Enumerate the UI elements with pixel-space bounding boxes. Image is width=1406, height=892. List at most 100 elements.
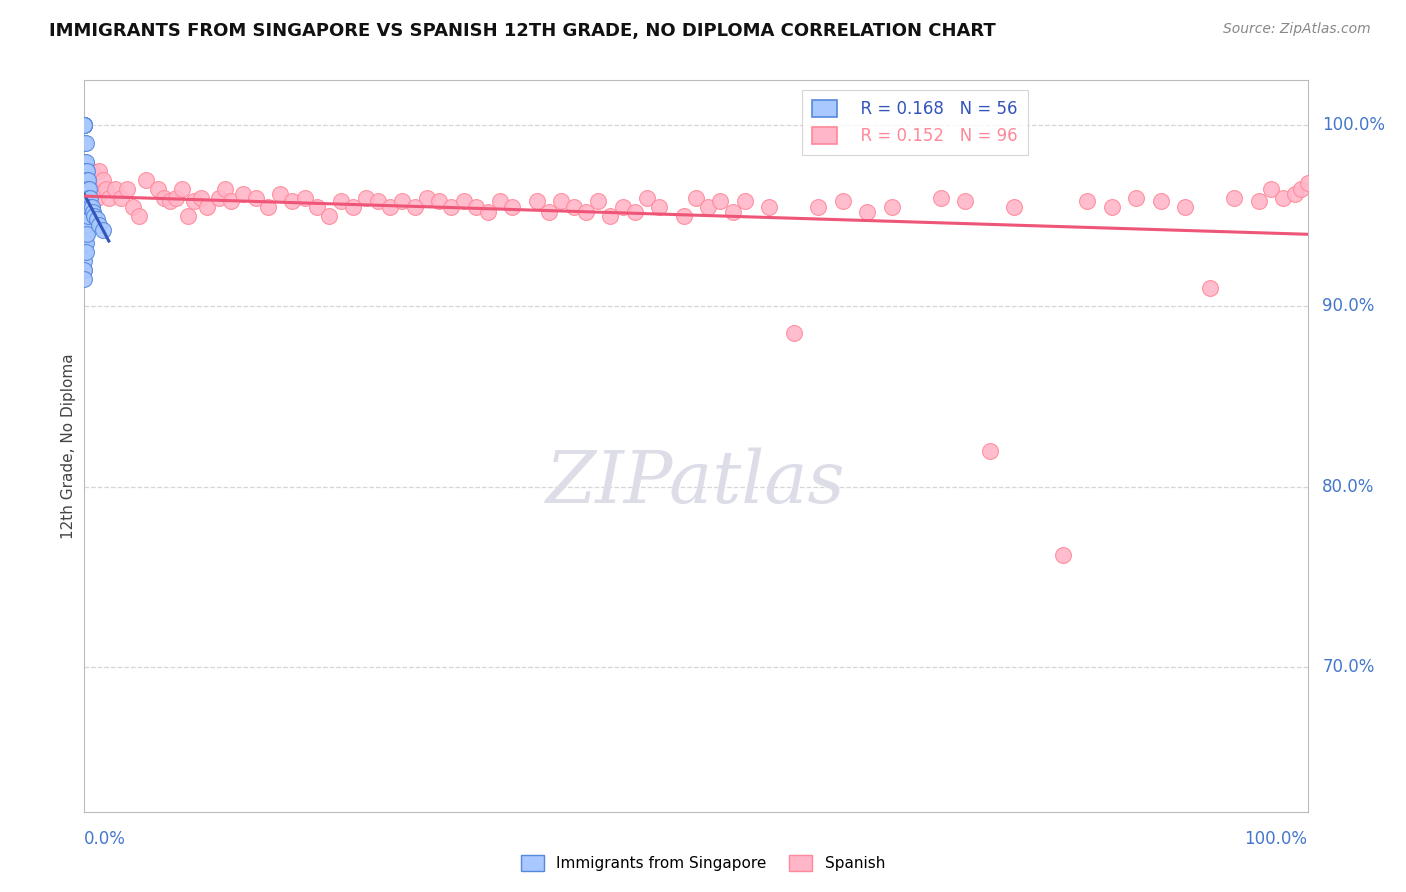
- Point: [75, 136, 97, 151]
- Point: [73, 235, 96, 250]
- Point: [856, 205, 879, 219]
- Point: [135, 172, 157, 186]
- Y-axis label: 12th Grade, No Diploma: 12th Grade, No Diploma: [60, 353, 76, 539]
- Point: [502, 200, 524, 214]
- Point: [104, 181, 127, 195]
- Point: [75, 172, 97, 186]
- Point: [83, 209, 105, 223]
- Point: [404, 200, 426, 214]
- Point: [86, 191, 108, 205]
- Point: [305, 200, 328, 214]
- Point: [929, 191, 952, 205]
- Point: [294, 191, 316, 205]
- Point: [79, 200, 101, 214]
- Point: [75, 181, 97, 195]
- Point: [77, 172, 100, 186]
- Point: [453, 194, 475, 209]
- Point: [1284, 187, 1306, 202]
- Point: [391, 194, 413, 209]
- Point: [477, 205, 499, 219]
- Text: 80.0%: 80.0%: [1322, 477, 1375, 496]
- Point: [73, 119, 96, 133]
- Point: [73, 181, 96, 195]
- Point: [80, 163, 103, 178]
- Point: [73, 263, 96, 277]
- Point: [214, 181, 236, 195]
- Point: [165, 191, 187, 205]
- Point: [73, 136, 96, 151]
- Point: [1101, 200, 1123, 214]
- Point: [76, 181, 98, 195]
- Point: [146, 181, 169, 195]
- Point: [75, 163, 97, 178]
- Point: [76, 172, 98, 186]
- Point: [77, 191, 100, 205]
- Point: [73, 272, 96, 286]
- Point: [75, 209, 97, 223]
- Point: [76, 172, 98, 186]
- Point: [1291, 181, 1313, 195]
- Point: [73, 119, 96, 133]
- Point: [79, 191, 101, 205]
- Point: [1223, 191, 1246, 205]
- Point: [831, 194, 853, 209]
- Point: [91, 223, 114, 237]
- Point: [73, 209, 96, 223]
- Point: [427, 194, 450, 209]
- Point: [562, 200, 585, 214]
- Point: [624, 205, 647, 219]
- Point: [1076, 194, 1098, 209]
- Point: [122, 200, 145, 214]
- Point: [75, 191, 97, 205]
- Point: [636, 191, 658, 205]
- Point: [257, 200, 280, 214]
- Point: [77, 191, 100, 205]
- Text: 100.0%: 100.0%: [1244, 830, 1308, 848]
- Point: [380, 200, 402, 214]
- Point: [75, 154, 97, 169]
- Point: [82, 205, 104, 219]
- Legend:   R = 0.168   N = 56,   R = 0.152   N = 96: R = 0.168 N = 56, R = 0.152 N = 96: [803, 90, 1028, 154]
- Point: [697, 200, 720, 214]
- Point: [550, 194, 572, 209]
- Point: [76, 227, 98, 241]
- Point: [75, 235, 97, 250]
- Point: [73, 163, 96, 178]
- Point: [73, 244, 96, 259]
- Point: [73, 253, 96, 268]
- Point: [73, 191, 96, 205]
- Text: 0.0%: 0.0%: [84, 830, 127, 848]
- Point: [73, 263, 96, 277]
- Point: [73, 172, 96, 186]
- Point: [1052, 548, 1074, 562]
- Point: [77, 191, 100, 205]
- Point: [73, 154, 96, 169]
- Point: [1247, 194, 1270, 209]
- Point: [159, 194, 181, 209]
- Legend: Immigrants from Singapore, Spanish: Immigrants from Singapore, Spanish: [515, 849, 891, 877]
- Point: [219, 194, 242, 209]
- Point: [73, 119, 96, 133]
- Point: [97, 191, 120, 205]
- Point: [73, 119, 96, 133]
- Point: [110, 191, 132, 205]
- Point: [440, 200, 463, 214]
- Point: [183, 194, 205, 209]
- Point: [73, 227, 96, 241]
- Point: [672, 209, 695, 223]
- Point: [783, 326, 806, 340]
- Point: [96, 181, 118, 195]
- Point: [75, 191, 97, 205]
- Point: [75, 244, 97, 259]
- Point: [464, 200, 486, 214]
- Point: [1125, 191, 1147, 205]
- Text: 100.0%: 100.0%: [1322, 117, 1385, 135]
- Point: [172, 181, 194, 195]
- Point: [489, 194, 512, 209]
- Text: 90.0%: 90.0%: [1322, 297, 1375, 315]
- Point: [87, 163, 110, 178]
- Text: IMMIGRANTS FROM SINGAPORE VS SPANISH 12TH GRADE, NO DIPLOMA CORRELATION CHART: IMMIGRANTS FROM SINGAPORE VS SPANISH 12T…: [49, 22, 995, 40]
- Text: ZIPatlas: ZIPatlas: [546, 447, 846, 518]
- Point: [80, 200, 103, 214]
- Point: [367, 194, 389, 209]
